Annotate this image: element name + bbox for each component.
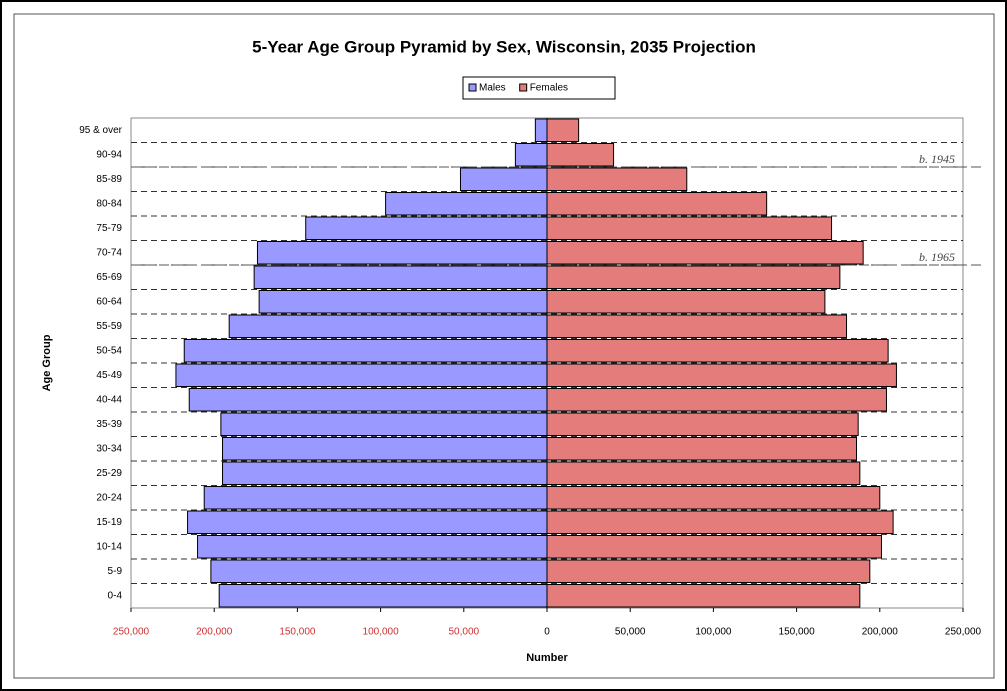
bar: [546, 216, 833, 240]
x-tick-label: 250,000: [945, 627, 982, 638]
y-tick-label: 90-94: [96, 149, 122, 160]
y-tick-label: 45-49: [96, 370, 122, 381]
x-axis-label: Number: [526, 652, 568, 664]
y-tick-label: 20-24: [96, 492, 122, 503]
y-tick-label: 95 & over: [79, 125, 122, 136]
y-tick-label: 50-54: [96, 345, 122, 356]
bar: [546, 241, 864, 265]
bar: [188, 388, 548, 412]
bar: [258, 290, 548, 314]
bar: [228, 314, 548, 338]
legend-label: Males: [479, 83, 506, 94]
x-tick-label: 150,000: [779, 627, 816, 638]
bar: [187, 510, 548, 534]
bar: [175, 363, 548, 387]
bar: [546, 412, 859, 436]
bar: [546, 510, 894, 534]
bar: [546, 192, 768, 216]
bar: [546, 584, 861, 608]
y-tick-label: 60-64: [96, 296, 122, 307]
x-tick-label: 150,000: [279, 627, 316, 638]
y-tick-label: 10-14: [96, 541, 122, 552]
y-tick-label: 70-74: [96, 247, 122, 258]
legend-swatch: [468, 83, 477, 92]
bar: [546, 339, 889, 363]
x-tick-label: 250,000: [113, 627, 150, 638]
bar: [220, 412, 548, 436]
bar: [218, 584, 548, 608]
bar: [459, 167, 548, 191]
bar: [546, 559, 871, 583]
bar: [546, 167, 688, 191]
bar: [546, 290, 826, 314]
x-tick-label: 50,000: [449, 627, 480, 638]
bar: [253, 265, 548, 289]
bar: [210, 559, 548, 583]
y-tick-label: 30-34: [96, 443, 122, 454]
legend-label: Females: [530, 83, 568, 94]
y-tick-label: 75-79: [96, 223, 122, 234]
bar: [203, 486, 548, 510]
y-tick-label: 5-9: [108, 566, 123, 577]
y-tick-label: 55-59: [96, 321, 122, 332]
y-tick-label: 25-29: [96, 468, 122, 479]
x-tick-label: 200,000: [862, 627, 899, 638]
legend-swatch: [519, 83, 528, 92]
bar: [222, 437, 548, 461]
y-axis-label: Age Group: [41, 334, 53, 391]
x-tick-label: 50,000: [615, 627, 646, 638]
annotation: b. 1945: [919, 152, 955, 166]
x-tick-label: 100,000: [363, 627, 400, 638]
bar: [546, 461, 861, 485]
y-tick-label: 80-84: [96, 198, 122, 209]
bar: [514, 143, 548, 167]
y-tick-label: 35-39: [96, 419, 122, 430]
bar: [546, 363, 897, 387]
x-tick-label: 100,000: [695, 627, 732, 638]
bar: [222, 461, 548, 485]
y-tick-label: 0-4: [108, 590, 123, 601]
y-tick-label: 40-44: [96, 394, 122, 405]
y-tick-label: 15-19: [96, 517, 122, 528]
bar: [546, 118, 580, 142]
bar: [385, 192, 548, 216]
x-tick-label: 0: [544, 627, 550, 638]
bar: [305, 216, 548, 240]
bar: [546, 314, 848, 338]
bar: [256, 241, 548, 265]
bar: [183, 339, 548, 363]
bar: [546, 486, 881, 510]
annotation: b. 1965: [919, 250, 955, 264]
x-tick-label: 200,000: [196, 627, 233, 638]
bar: [534, 118, 548, 142]
y-tick-label: 65-69: [96, 272, 122, 283]
bar: [546, 535, 882, 559]
bar: [546, 437, 858, 461]
bar: [546, 265, 841, 289]
bar: [197, 535, 548, 559]
bar: [546, 388, 887, 412]
chart-title: 5-Year Age Group Pyramid by Sex, Wiscons…: [252, 37, 756, 56]
y-tick-label: 85-89: [96, 174, 122, 185]
legend-box: [462, 76, 616, 100]
bar: [546, 143, 615, 167]
